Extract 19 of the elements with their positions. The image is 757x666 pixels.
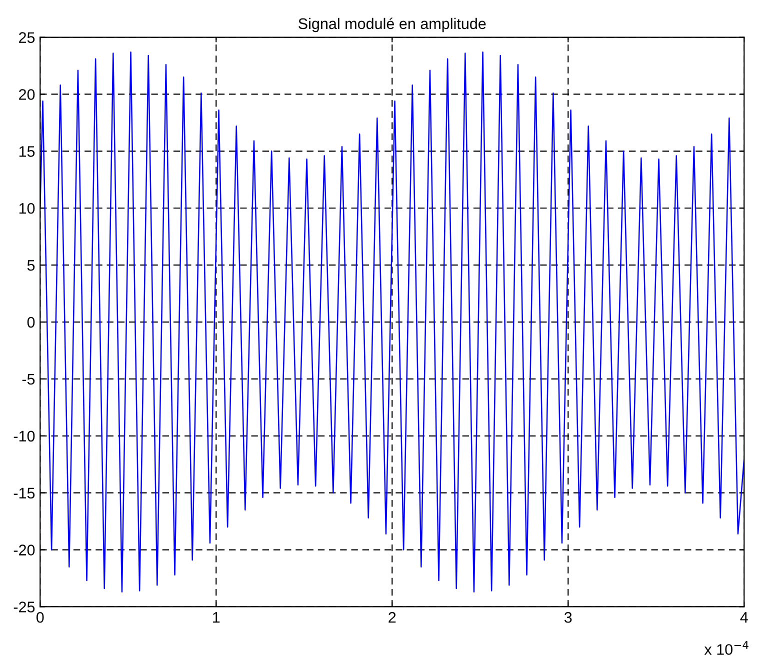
x-tick-label: 4 xyxy=(740,612,748,623)
y-tick-label: -10 xyxy=(14,430,35,442)
x-tick-label: 1 xyxy=(213,612,220,623)
x-tick-label: 0 xyxy=(36,612,44,623)
y-tick-label: -15 xyxy=(14,488,35,499)
line-series xyxy=(40,51,744,593)
y-tick-label: 0 xyxy=(27,316,35,328)
y-tick-label: 20 xyxy=(19,89,35,100)
y-tick-label: -5 xyxy=(22,374,35,385)
y-tick-label: 10 xyxy=(19,202,35,214)
y-tick-label: -25 xyxy=(14,602,35,612)
y-tick-label: -20 xyxy=(14,544,35,556)
y-tick-label: 15 xyxy=(19,146,35,157)
y-tick-label: 5 xyxy=(27,260,35,271)
x-tick-label: 3 xyxy=(564,612,572,623)
y-tick-label: 25 xyxy=(19,32,35,43)
chart-title: Signal modulé en amplitude xyxy=(298,18,486,32)
text: x 10$^{−4}$ xyxy=(704,641,748,655)
x-tick-label: 2 xyxy=(388,612,396,623)
